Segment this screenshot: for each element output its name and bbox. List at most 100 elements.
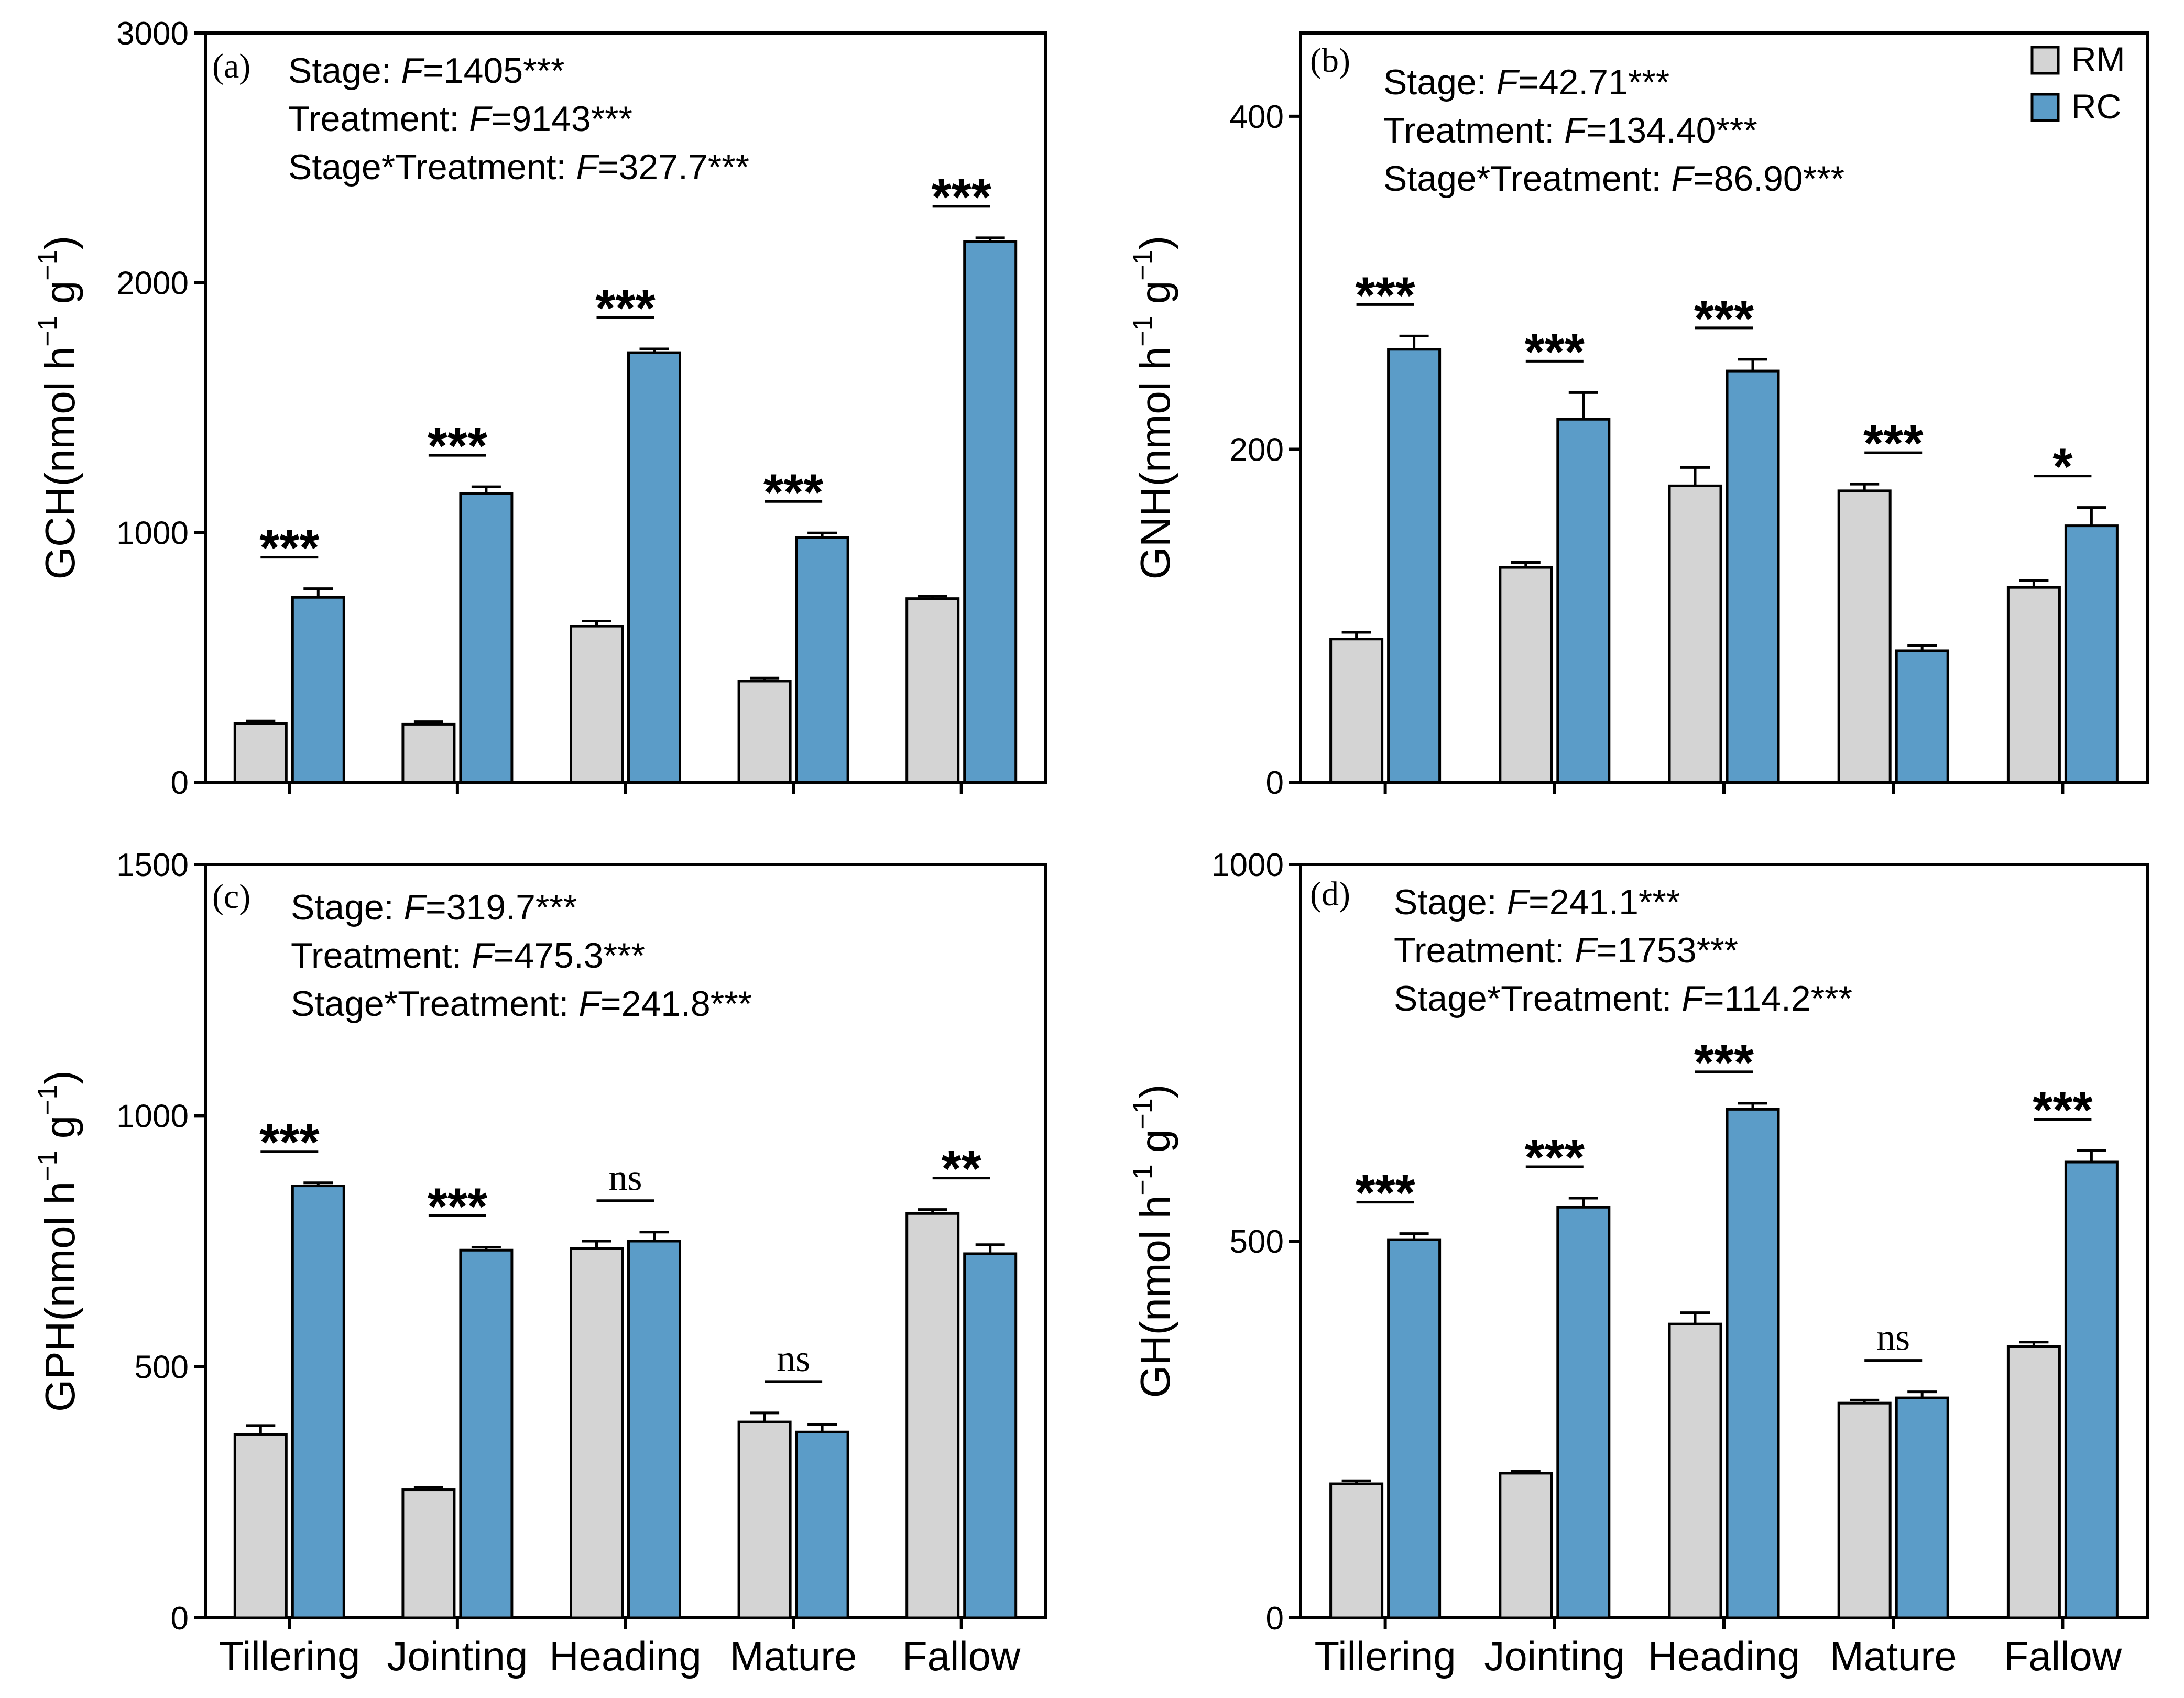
- stat-f-symbol: F: [1671, 159, 1695, 199]
- y-tick-label: 1000: [116, 1098, 189, 1134]
- bar-rm: [2006, 1345, 2061, 1619]
- significance-label: ns: [608, 1157, 642, 1199]
- y-tick-label: 500: [135, 1350, 189, 1386]
- legend-swatch-rm: [2030, 46, 2060, 75]
- stat-prefix: Treatment:: [1383, 111, 1564, 150]
- stat-prefix: Stage*Treatment:: [1383, 159, 1671, 199]
- bar-rc: [1726, 1108, 1780, 1619]
- ylabel-superscript: −1: [32, 249, 63, 280]
- ylabel-superscript: −1: [1128, 1098, 1158, 1129]
- bar-rc: [963, 1252, 1018, 1619]
- y-axis-label: GPH(nmol h−1 g−1): [32, 1070, 83, 1412]
- anova-stat-line: Stage: F=1405***: [288, 51, 564, 91]
- bar-rm: [905, 1212, 960, 1619]
- panel-label: (a): [212, 47, 250, 85]
- stat-value: =42.71***: [1518, 62, 1669, 102]
- category-label: Jointing: [387, 1633, 528, 1679]
- stat-prefix: Treatment:: [1394, 930, 1575, 970]
- bar-rc: [1556, 418, 1611, 784]
- bar-rc: [459, 1248, 514, 1619]
- stat-value: =1405***: [423, 51, 564, 91]
- significance-label: ***: [259, 1113, 320, 1171]
- bar-rc: [1387, 348, 1442, 784]
- anova-stat-line: Stage: F=42.71***: [1383, 62, 1669, 102]
- y-tick-label: 200: [1230, 432, 1284, 468]
- bar-rm: [1837, 489, 1892, 784]
- y-axis-label: GH(nmol h−1 g−1): [1128, 1084, 1178, 1398]
- category-label: Jointing: [1484, 1633, 1625, 1679]
- bar-rc: [291, 596, 345, 784]
- category-label: Tillering: [219, 1633, 360, 1679]
- ylabel-mid: g: [1132, 1130, 1178, 1165]
- panel-label: (c): [212, 878, 250, 916]
- y-tick-label: 0: [171, 1601, 189, 1637]
- stat-value: =134.40***: [1586, 111, 1757, 150]
- significance-label: *: [2052, 438, 2073, 496]
- stat-prefix: Stage:: [288, 51, 401, 91]
- stat-f-symbol: F: [1681, 979, 1705, 1018]
- bar-rc: [627, 1240, 681, 1619]
- y-tick-label: 2000: [116, 266, 189, 302]
- significance-label: ***: [259, 519, 320, 577]
- legend: RM RC: [2030, 40, 2125, 126]
- y-tick-label: 0: [1266, 765, 1284, 801]
- bar-rc: [963, 240, 1018, 784]
- y-axis-label: GCH(nmol h−1 g−1): [32, 236, 83, 579]
- stat-f-symbol: F: [1507, 882, 1531, 922]
- panel-label: (d): [1310, 875, 1350, 913]
- anova-stat-line: Stage*Treatment: F=114.2***: [1394, 979, 1852, 1018]
- stat-value: =114.2***: [1703, 979, 1852, 1018]
- significance-label: ***: [1355, 1164, 1415, 1222]
- ylabel-main: GH(nmol h: [1132, 1196, 1178, 1398]
- legend-swatch-rc: [2030, 93, 2060, 122]
- stat-f-symbol: F: [472, 936, 495, 976]
- y-tick-label: 1000: [1211, 847, 1284, 883]
- anova-stat-line: Stage*Treatment: F=327.7***: [288, 147, 749, 187]
- significance-label: ***: [1694, 290, 1754, 347]
- stat-prefix: Stage:: [1383, 62, 1497, 102]
- ylabel-superscript: −1: [32, 315, 63, 346]
- y-tick-label: 0: [1266, 1601, 1284, 1637]
- bar-rc: [1895, 649, 1949, 784]
- y-tick-label: 500: [1230, 1224, 1284, 1260]
- bar-rm: [1668, 484, 1722, 784]
- stat-prefix: Stage*Treatment:: [291, 984, 578, 1024]
- ylabel-superscript: −1: [1128, 1164, 1158, 1195]
- stat-value: =9143***: [491, 99, 632, 139]
- stat-value: =475.3***: [494, 936, 645, 976]
- bar-rm: [905, 597, 960, 784]
- bar-rm: [737, 680, 792, 784]
- stat-value: =327.7***: [598, 147, 749, 187]
- significance-label: ***: [1525, 323, 1585, 380]
- stat-f-symbol: F: [469, 99, 493, 139]
- stat-prefix: Stage*Treatment:: [288, 147, 576, 187]
- stat-value: =241.8***: [600, 984, 752, 1024]
- significance-label: ***: [1863, 414, 1924, 472]
- stat-f-symbol: F: [576, 147, 599, 187]
- ylabel-superscript: −1: [32, 1084, 63, 1115]
- anova-stat-line: Stage*Treatment: F=86.90***: [1383, 159, 1844, 199]
- bar-rm: [1329, 1482, 1384, 1619]
- stat-prefix: Stage:: [291, 888, 404, 927]
- category-label: Fallow: [2004, 1633, 2122, 1679]
- ylabel-superscript: −1: [1128, 315, 1158, 346]
- stat-f-symbol: F: [404, 888, 428, 927]
- bar-rm: [1499, 566, 1553, 784]
- y-tick-label: 1000: [116, 515, 189, 551]
- significance-label: ns: [777, 1338, 810, 1379]
- ylabel-superscript: −1: [1128, 249, 1158, 280]
- anova-stat-line: Treatment: F=475.3***: [291, 936, 645, 976]
- significance-label: ***: [931, 168, 991, 226]
- bar-rc: [2064, 524, 2119, 784]
- stat-prefix: Treatment:: [291, 936, 472, 976]
- panel-label: (b): [1310, 41, 1350, 80]
- ylabel-end: ): [37, 236, 83, 250]
- stat-prefix: Treatment:: [288, 99, 469, 139]
- stat-prefix: Stage*Treatment:: [1394, 979, 1681, 1018]
- significance-label: ***: [2033, 1081, 2093, 1138]
- significance-label: ***: [428, 417, 488, 475]
- stat-value: =319.7***: [425, 888, 577, 927]
